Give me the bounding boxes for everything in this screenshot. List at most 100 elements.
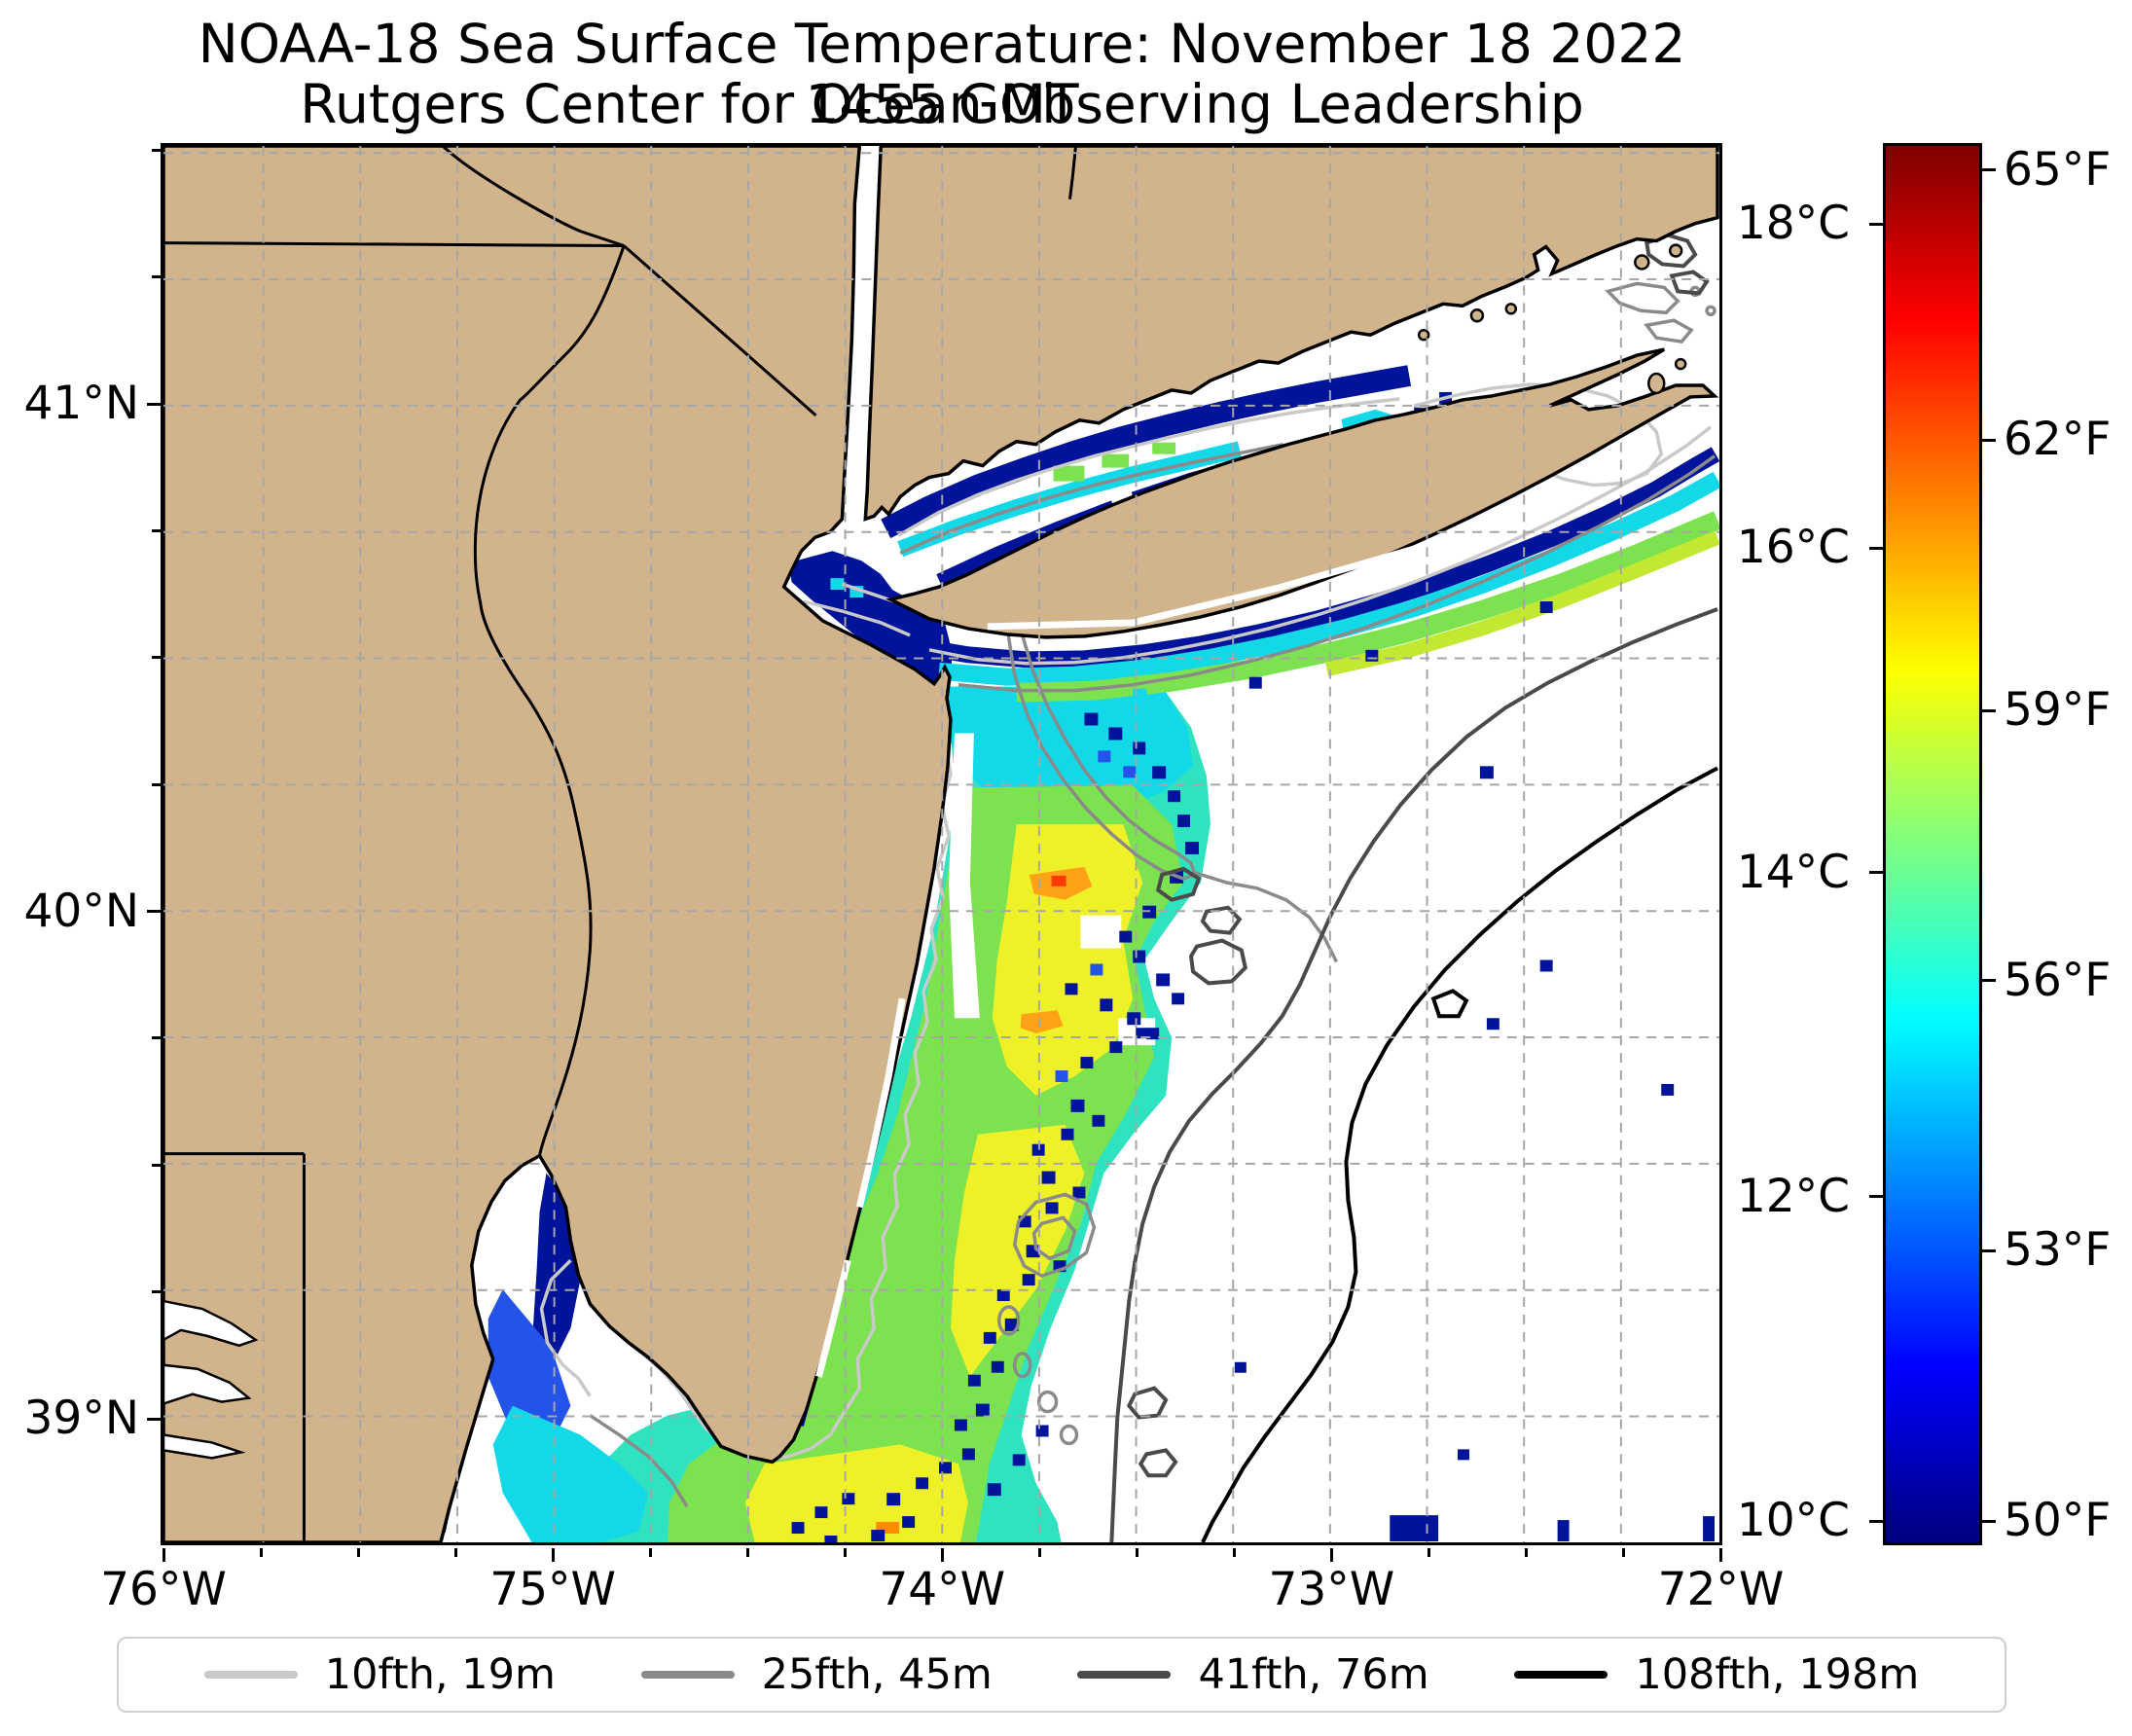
sst-pixel [1557,1520,1570,1542]
sst-pixel [1041,1171,1056,1184]
legend-line-swatch [1077,1671,1172,1679]
x-minor-tick [745,1548,749,1557]
legend-label: 41fth, 76m [1198,1650,1429,1699]
colorbar-clabel: 18°C [1736,197,1850,251]
land-long-island [885,347,1719,639]
colorbar-ctick [1869,546,1883,550]
sst-pixel [1031,1143,1045,1156]
x-major-tick [940,1548,944,1562]
sst-pixel [1486,1018,1500,1031]
sst-pixel [1055,1070,1068,1082]
y-tick-label: 41°N [23,377,139,430]
colorbar-ftick [1982,979,1996,983]
x-minor-tick [356,1548,360,1557]
y-major-tick [147,910,161,913]
x-tick-label: 75°W [489,1563,617,1616]
x-minor-tick [259,1548,263,1557]
sst-pixel [1090,963,1103,976]
x-minor-tick [1037,1548,1041,1557]
colorbar-ftick [1982,438,1996,442]
legend-label: 10fth, 19m [324,1650,556,1699]
colorbar-ftick [1982,168,1996,172]
colorbar-ctick [1869,222,1883,226]
sst-pixel [1012,1454,1026,1466]
x-tick-label: 74°W [879,1563,1006,1616]
y-tick-label: 40°N [23,884,139,938]
legend-line-swatch [203,1671,298,1679]
sst-pixel [1133,688,1147,702]
depth-legend: 10fth, 19m 25fth, 45m 41fth, 76m 108fth, 19… [117,1637,2006,1713]
x-minor-tick [843,1548,847,1557]
state-borders [163,146,1077,1542]
colorbar-ctick [1869,871,1883,875]
sst-pixel [996,1289,1010,1302]
small-islands [1417,243,1687,395]
y-minor-tick [152,528,161,532]
figure-subtitle: Rutgers Center for Ocean Observing Leade… [300,73,1584,135]
colorbar-clabel: 10°C [1736,1494,1850,1547]
sst-pixel [1365,649,1379,662]
colorbar-clabel: 16°C [1736,521,1850,575]
sst-pixel [1119,930,1133,943]
x-major-tick [162,1548,165,1562]
sst-pixel [1035,1425,1049,1437]
legend-label: 25fth, 45m [761,1650,993,1699]
sst-pixel [961,1448,975,1461]
sst-pixel [987,1483,1001,1497]
sst-pixel [1703,1516,1716,1542]
sst-pixel [983,1331,996,1344]
sst-pixel [991,1360,1004,1373]
x-minor-tick [1621,1548,1625,1557]
sst-pixel [1098,750,1111,763]
x-minor-tick [1135,1548,1138,1557]
colorbar-ctick [1869,1195,1883,1199]
legend-line-swatch [1514,1671,1608,1679]
sst-pixel [1018,1215,1031,1228]
chesapeake-inlets [163,1299,259,1460]
sst-pixel [967,1374,981,1387]
colorbar-ctick [1869,1519,1883,1523]
x-tick-label: 73°W [1268,1563,1395,1616]
y-minor-tick [152,1163,161,1167]
x-minor-tick [648,1548,652,1557]
y-minor-tick [152,275,161,279]
sst-pixel [886,1493,901,1506]
sst-pixel [1479,766,1494,779]
sst-pixel [1177,814,1191,828]
sst-pixel [1092,1114,1105,1127]
colorbar-flabel: 53°F [2004,1223,2112,1278]
sst-pixel [791,1522,805,1535]
figure-title: NOAA-18 Sea Surface Temperature: Novembe… [198,13,1686,135]
colorbar-gradient [1886,146,1979,1542]
sst-pixel [1100,998,1113,1012]
x-tick-label: 72°W [1657,1563,1785,1616]
sst-pixel [1061,1128,1074,1140]
sst-pixel [902,1516,916,1529]
bathymetry-contours [539,233,1718,1542]
colorbar [1883,143,1982,1545]
sst-pixel [954,1419,967,1431]
colorbar-flabel: 59°F [2004,683,2112,738]
sst-pixel [1072,1186,1086,1199]
sst-pixel [842,1493,855,1505]
sst-pixel [1539,601,1553,613]
sst-pixel [1458,1449,1469,1461]
sst-pixel [1053,1260,1066,1273]
y-minor-tick [152,656,161,660]
colorbar-flabel: 56°F [2004,953,2112,1007]
sst-pixel [916,1477,929,1490]
sst-pixel [1080,1057,1094,1069]
legend-label: 108fth, 198m [1635,1650,1920,1699]
sst-pixel [1065,983,1078,995]
sst-pixel [1168,790,1181,803]
sst-pixel [1248,676,1262,689]
y-minor-tick [152,1290,161,1294]
sst-pixel [975,1403,990,1417]
legend-line-swatch [640,1671,735,1679]
sst-pixel [814,1506,828,1519]
x-tick-label: 76°W [100,1563,227,1616]
colorbar-flabel: 50°F [2004,1494,2112,1547]
contour-41fth [1109,233,1718,1542]
sst-pixel [1136,1028,1148,1039]
